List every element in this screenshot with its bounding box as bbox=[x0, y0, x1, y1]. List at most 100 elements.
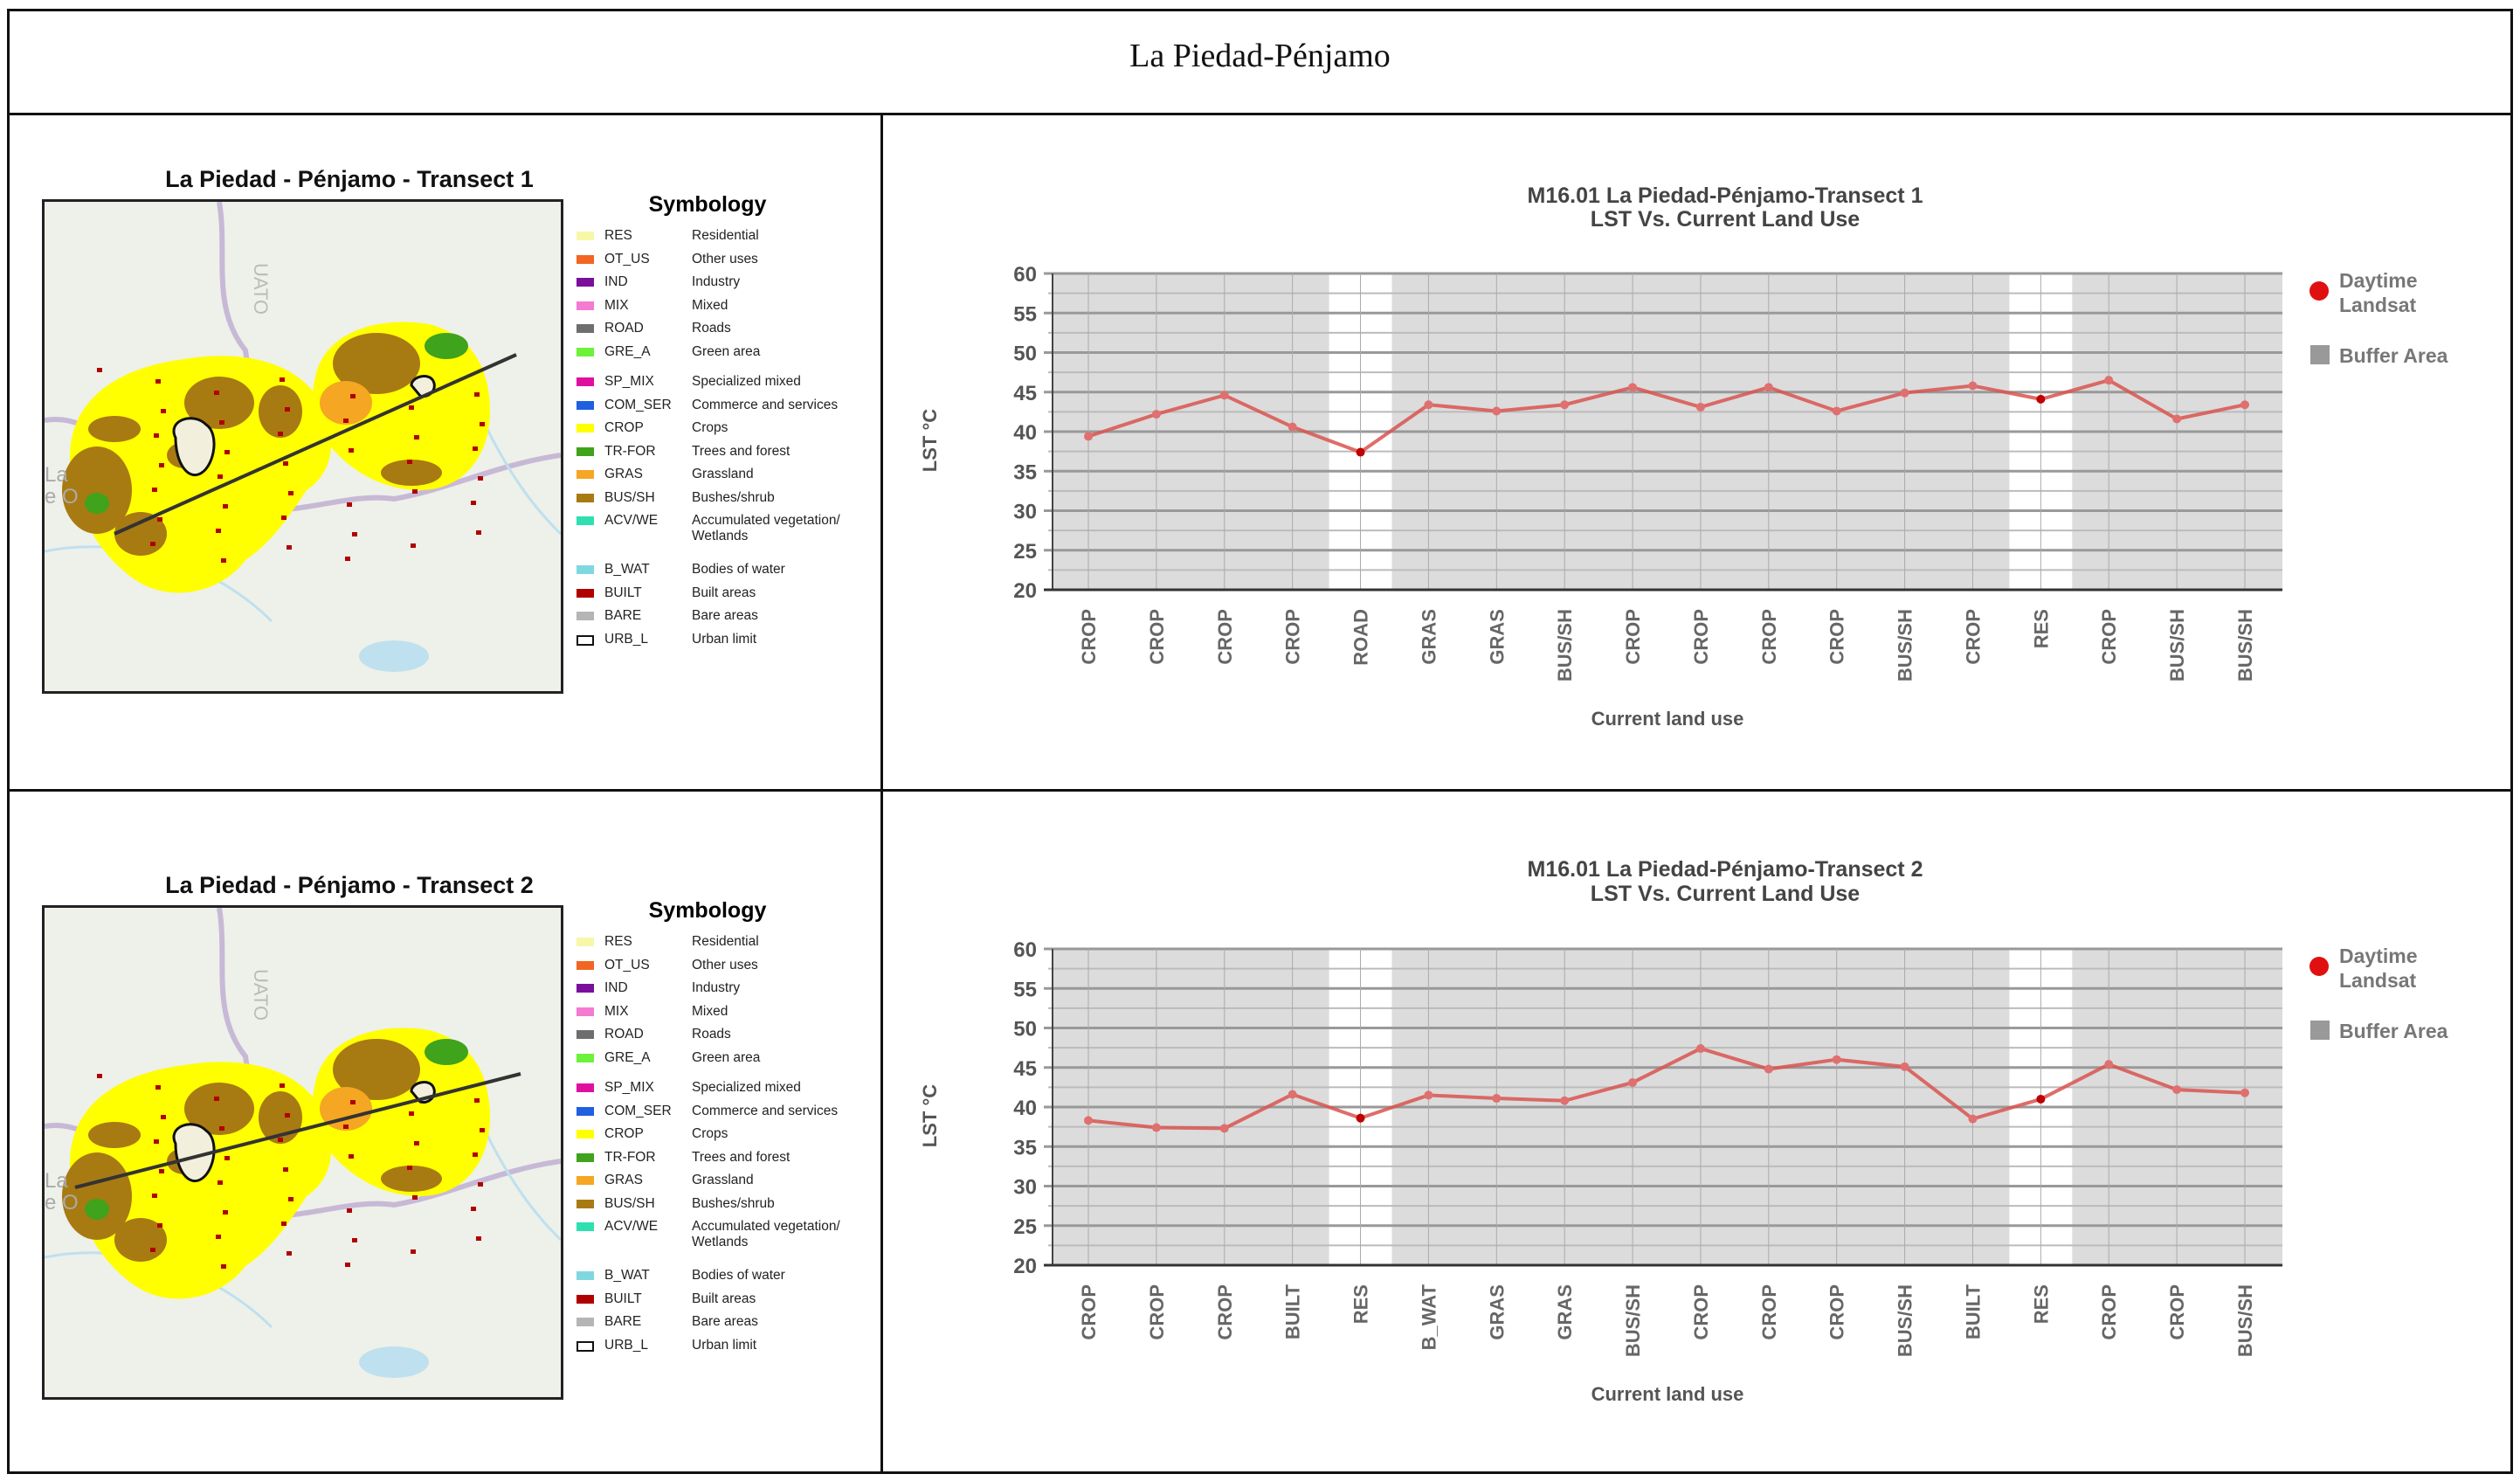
x-tick-label: CROP bbox=[1214, 1284, 1236, 1340]
bushes-patch bbox=[62, 1152, 132, 1240]
legend-code: IND bbox=[604, 274, 628, 289]
built-area bbox=[221, 558, 226, 563]
built-area bbox=[152, 488, 157, 492]
legend-swatch bbox=[576, 493, 594, 502]
x-tick-label: RES bbox=[2030, 609, 2052, 648]
data-point bbox=[1356, 447, 1365, 457]
legend-label-buffer-area: Buffer Area bbox=[2339, 1020, 2448, 1042]
chart-subtitle: LST Vs. Current Land Use bbox=[1591, 207, 1860, 232]
built-area bbox=[152, 1194, 157, 1198]
legend-code: SP_MIX bbox=[604, 1080, 654, 1095]
y-tick-label: 45 bbox=[1013, 1057, 1037, 1081]
x-tick-label: CROP bbox=[1146, 609, 1168, 665]
data-point bbox=[1968, 1114, 1978, 1124]
legend-label: Urban limit bbox=[692, 1337, 757, 1353]
built-area bbox=[349, 1154, 354, 1159]
lst-chart-transect-1: M16.01 La Piedad-Pénjamo-Transect 1 LST V… bbox=[882, 115, 2513, 788]
legend-item: OT_US Other uses bbox=[576, 958, 873, 981]
legend-swatch bbox=[576, 612, 594, 620]
built-area bbox=[407, 460, 412, 464]
legend-item: BUS/SH Bushes/shrub bbox=[576, 490, 873, 514]
x-tick-label: CROP bbox=[1146, 1284, 1168, 1340]
built-area bbox=[352, 1238, 357, 1242]
data-point bbox=[1492, 406, 1502, 416]
legend-label: Commerce and services bbox=[692, 397, 839, 412]
data-point bbox=[1084, 1116, 1093, 1125]
legend-label: Trees and forest bbox=[692, 1149, 791, 1165]
map-place-label: UATO bbox=[250, 969, 272, 1021]
legend-item: B_WAT Bodies of water bbox=[576, 1268, 873, 1291]
legend-code: BUS/SH bbox=[604, 1195, 655, 1211]
forest-patch bbox=[425, 333, 468, 359]
legend-code: GRE_A bbox=[604, 1049, 651, 1065]
bushes-patch bbox=[184, 1083, 254, 1135]
built-area bbox=[476, 1236, 481, 1241]
y-tick-label: 20 bbox=[1013, 579, 1037, 603]
x-axis-label: Current land use bbox=[1591, 1383, 1744, 1405]
data-point bbox=[1900, 1062, 1909, 1071]
legend-swatch bbox=[576, 1176, 594, 1185]
built-area bbox=[223, 504, 228, 509]
built-area bbox=[159, 1169, 164, 1173]
built-area bbox=[280, 377, 285, 382]
x-tick-label: BUS/SH bbox=[1554, 609, 1576, 682]
legend-swatch bbox=[576, 634, 594, 646]
legend-swatch bbox=[576, 1340, 594, 1352]
legend-marker-buffer-area bbox=[2310, 345, 2330, 364]
bushes-patch bbox=[88, 1122, 141, 1148]
built-area bbox=[161, 409, 166, 413]
legend-label: Built areas bbox=[692, 585, 756, 600]
series-line-daytime-landsat bbox=[1087, 378, 2246, 454]
built-area bbox=[414, 1141, 419, 1145]
built-area bbox=[214, 391, 219, 395]
y-tick-label: 40 bbox=[1013, 1097, 1037, 1120]
data-point bbox=[1288, 1090, 1297, 1099]
legend-label: Industry bbox=[692, 274, 741, 289]
data-point bbox=[2104, 376, 2114, 385]
legend-swatch bbox=[576, 324, 594, 333]
built-area bbox=[97, 368, 102, 372]
built-area bbox=[217, 474, 223, 479]
built-area bbox=[347, 1208, 352, 1213]
legend-item: TR-FOR Trees and forest bbox=[576, 1150, 873, 1173]
x-tick-label: B_WAT bbox=[1418, 1284, 1440, 1350]
y-axis-label: LST °C bbox=[919, 409, 941, 472]
bushes-patch bbox=[62, 446, 132, 534]
legend-swatch bbox=[576, 1007, 594, 1016]
x-tick-label: CROP bbox=[1826, 609, 1848, 665]
map-title: La Piedad - Pénjamo - Transect 2 bbox=[165, 872, 534, 898]
built-area bbox=[345, 1263, 350, 1267]
x-tick-label: BUILT bbox=[1282, 1284, 1304, 1339]
legend-marker-buffer-area bbox=[2310, 1021, 2330, 1040]
built-area bbox=[155, 1085, 161, 1090]
legend-swatch bbox=[576, 400, 594, 410]
built-area bbox=[473, 446, 478, 451]
legend-code: MIX bbox=[604, 297, 629, 313]
built-area bbox=[157, 517, 162, 522]
legend-code: BARE bbox=[604, 1314, 642, 1329]
legend-label: Accumulated vegetation/ Wetlands bbox=[692, 513, 840, 543]
legend-code: BUILT bbox=[604, 1291, 642, 1306]
map-place-label: UATO bbox=[250, 263, 272, 315]
built-area bbox=[154, 433, 159, 438]
legend-swatch bbox=[576, 470, 594, 479]
bushes-patch bbox=[184, 377, 254, 429]
x-tick-label: GRAS bbox=[1486, 609, 1508, 665]
symbology-legend: Symbology RES Residential OT_US Other uses IN… bbox=[576, 898, 873, 1360]
legend-item: GRE_A Green area bbox=[576, 344, 873, 368]
y-tick-label: 55 bbox=[1013, 302, 1037, 326]
legend-swatch bbox=[576, 278, 594, 287]
legend-code: CROP bbox=[604, 420, 644, 435]
transect-line bbox=[74, 1072, 521, 1189]
data-point bbox=[1424, 400, 1433, 410]
y-tick-label: 55 bbox=[1013, 978, 1037, 1001]
legend-label: Other uses bbox=[692, 251, 758, 266]
legend-label: Bodies of water bbox=[692, 1268, 785, 1283]
built-area bbox=[412, 1195, 418, 1200]
legend-code: BUS/SH bbox=[604, 489, 655, 505]
legend-label: Industry bbox=[692, 980, 741, 995]
built-area bbox=[480, 422, 485, 426]
land-use-map: UATO La e O bbox=[42, 199, 563, 694]
legend-swatch bbox=[576, 1222, 594, 1231]
legend-item: MIX Mixed bbox=[576, 298, 873, 322]
